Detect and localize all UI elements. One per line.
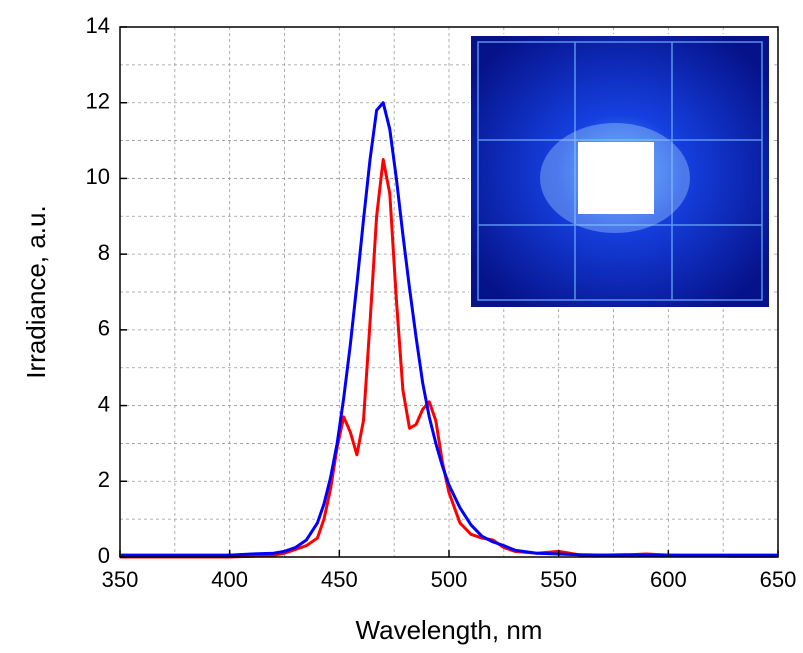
x-tick-label: 600 — [650, 567, 687, 592]
y-tick-label: 0 — [98, 543, 110, 568]
y-tick-label: 10 — [86, 164, 110, 189]
y-tick-label: 2 — [98, 467, 110, 492]
lines — [120, 101, 778, 559]
x-tick-label: 400 — [211, 567, 248, 592]
x-tick-label: 350 — [102, 567, 139, 592]
y-axis-label: Irradiance, a.u. — [21, 205, 51, 378]
y-tick-label: 8 — [98, 240, 110, 265]
x-tick-label: 550 — [540, 567, 577, 592]
y-tick-label: 12 — [86, 89, 110, 114]
x-tick-label: 450 — [321, 567, 358, 592]
inset-photo — [469, 34, 771, 309]
x-tick-label: 500 — [431, 567, 468, 592]
x-tick-label: 650 — [760, 567, 797, 592]
y-tick-label: 6 — [98, 316, 110, 341]
y-tick-label: 4 — [98, 391, 110, 416]
x-axis-label: Wavelength, nm — [356, 615, 543, 645]
data-line — [120, 101, 778, 557]
y-tick-label: 14 — [86, 13, 110, 38]
